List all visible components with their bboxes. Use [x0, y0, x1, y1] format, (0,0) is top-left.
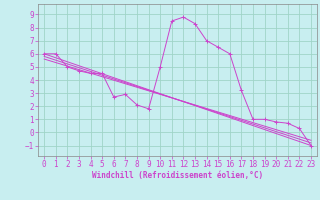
- X-axis label: Windchill (Refroidissement éolien,°C): Windchill (Refroidissement éolien,°C): [92, 171, 263, 180]
